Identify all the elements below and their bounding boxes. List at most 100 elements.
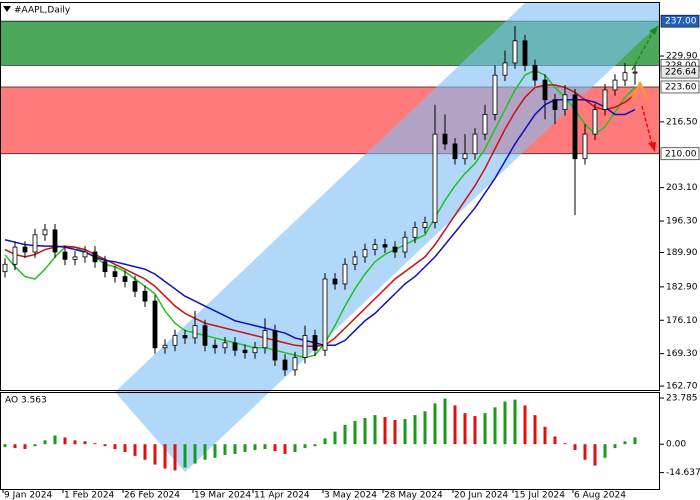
x-tick-label: 15 Jul 2024 bbox=[514, 491, 565, 500]
candle-body bbox=[262, 330, 268, 349]
ao-bar bbox=[333, 431, 337, 445]
menu-triangle bbox=[3, 6, 11, 12]
ao-bar bbox=[53, 435, 57, 445]
candle-body bbox=[542, 79, 548, 101]
y-tick-label: 162.70 bbox=[666, 382, 698, 392]
moving-average bbox=[4, 99, 636, 347]
moving-average bbox=[4, 69, 636, 359]
level-box bbox=[660, 80, 700, 94]
level-box bbox=[660, 147, 700, 161]
candle-body bbox=[152, 300, 158, 349]
candle-body bbox=[242, 349, 248, 354]
y-tick-label: 169.30 bbox=[666, 349, 698, 359]
ao-bar bbox=[313, 444, 317, 447]
y-tick-label: 216.50 bbox=[666, 117, 698, 127]
arrow-head bbox=[648, 142, 656, 152]
candle-body bbox=[602, 89, 608, 110]
candle-body bbox=[592, 109, 598, 135]
candle-body bbox=[422, 222, 428, 228]
ao-bar bbox=[613, 444, 617, 449]
candle-body bbox=[132, 281, 138, 292]
candle-body bbox=[472, 133, 478, 155]
candle-body bbox=[622, 72, 628, 81]
ao-bar bbox=[303, 444, 307, 449]
candle-body bbox=[572, 94, 578, 160]
ao-bar bbox=[73, 440, 77, 445]
candle-body bbox=[72, 256, 78, 260]
x-tick-label: 1 Feb 2024 bbox=[64, 491, 115, 500]
ao-bar bbox=[243, 444, 247, 452]
ao-bar bbox=[373, 415, 377, 445]
ao-title: AO 3.563 bbox=[5, 396, 47, 406]
candle-body bbox=[342, 263, 348, 285]
arrow-up bbox=[631, 31, 654, 71]
ao-bar bbox=[413, 415, 417, 445]
ao-bar bbox=[103, 444, 107, 447]
ao-bar bbox=[423, 411, 427, 445]
ao-bar bbox=[13, 444, 17, 449]
candle-body bbox=[332, 278, 338, 285]
x-tick-label: 11 Apr 2024 bbox=[254, 491, 310, 500]
trend-channel bbox=[115, 3, 660, 472]
y-tick-label: 182.90 bbox=[666, 282, 698, 292]
candle-body bbox=[142, 290, 148, 302]
ao-bar bbox=[473, 416, 477, 445]
ao-bar bbox=[3, 444, 7, 448]
ao-bar bbox=[623, 441, 627, 445]
candle-body bbox=[192, 325, 198, 339]
candle-body bbox=[462, 153, 468, 160]
candle-body bbox=[392, 246, 398, 253]
plot bbox=[2, 26, 638, 376]
ao-bar bbox=[183, 444, 187, 468]
candle-body bbox=[172, 335, 178, 346]
ao-bar bbox=[573, 444, 577, 451]
ao-bar bbox=[503, 401, 507, 445]
ao-bar bbox=[193, 444, 197, 464]
ao-bar bbox=[463, 413, 467, 445]
ao-bar bbox=[543, 426, 547, 445]
ao-bar bbox=[63, 437, 67, 445]
candle-body bbox=[182, 335, 188, 339]
candle-body bbox=[482, 114, 488, 135]
candle-body bbox=[352, 256, 358, 265]
candle-body bbox=[522, 40, 528, 66]
ao-bar bbox=[253, 444, 257, 451]
candle-body bbox=[42, 229, 48, 236]
ao-bar bbox=[453, 405, 457, 445]
ao-bar bbox=[23, 444, 27, 450]
ao-bar bbox=[553, 436, 557, 445]
y-tick-label: 229.90 bbox=[666, 52, 698, 62]
candle-body bbox=[162, 344, 168, 349]
ao-bar bbox=[433, 403, 437, 445]
candle-body bbox=[202, 325, 208, 346]
main-frame bbox=[0, 2, 660, 391]
candle-body bbox=[582, 133, 588, 160]
candle-body bbox=[362, 249, 368, 258]
candle-body bbox=[82, 251, 88, 258]
ao-y-tick-label: 0.00 bbox=[666, 440, 686, 450]
candle-body bbox=[412, 227, 418, 238]
ao-bar bbox=[223, 444, 227, 455]
candle-body bbox=[2, 263, 8, 273]
ao-bar bbox=[603, 444, 607, 458]
candle-body bbox=[112, 271, 118, 277]
ao-bar bbox=[143, 444, 147, 460]
ao-y-tick-label: -14.637 bbox=[666, 468, 700, 478]
ao-bar bbox=[273, 444, 277, 452]
candle-body bbox=[492, 74, 498, 115]
candle-body bbox=[92, 251, 98, 263]
candle-body bbox=[292, 357, 298, 371]
level-label: 210.00 bbox=[665, 149, 697, 159]
ao-bar bbox=[633, 437, 637, 445]
ao-bar bbox=[583, 444, 587, 460]
ao-bar bbox=[513, 399, 517, 445]
x-tick-label: 9 Jan 2024 bbox=[4, 491, 52, 500]
ao-bar bbox=[203, 444, 207, 460]
level-box bbox=[660, 14, 700, 28]
x-tick-label: 20 Jun 2024 bbox=[454, 491, 508, 500]
ao-bar bbox=[483, 413, 487, 445]
candle-body bbox=[512, 40, 518, 64]
candle-body bbox=[322, 278, 328, 351]
chart-title: #AAPL,Daily bbox=[14, 6, 71, 16]
